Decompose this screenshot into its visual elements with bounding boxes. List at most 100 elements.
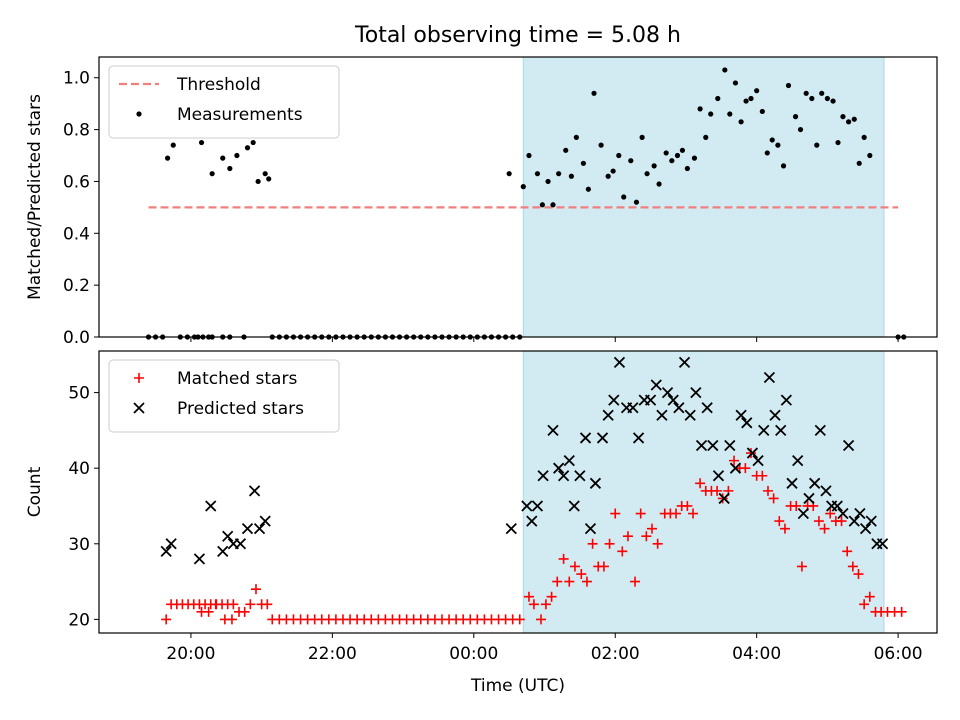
- matched-star-point: [564, 576, 575, 587]
- x-tick-label: 00:00: [449, 644, 498, 664]
- predicted-star-point: [684, 409, 696, 421]
- predicted-star-point: [848, 515, 860, 527]
- predicted-star-point: [667, 394, 679, 406]
- ratio-panel: 0.0 0.2 0.4 0.6 0.8 1.0 Matched/Predicted star…: [25, 56, 938, 348]
- measurement-point: [674, 152, 681, 159]
- matched-star-point: [239, 606, 250, 617]
- matched-star-point: [652, 538, 663, 549]
- predicted-star-point: [613, 356, 626, 368]
- predicted-star-point: [521, 500, 533, 512]
- matched-star-point: [523, 591, 534, 602]
- measurement-point: [748, 95, 754, 102]
- matched-star-point: [210, 599, 221, 610]
- matched-star-point: [842, 546, 853, 557]
- measurement-point: [754, 88, 760, 94]
- matched-star-point: [528, 599, 539, 610]
- matched-star-point: [717, 493, 728, 504]
- y-tick-label: 40: [68, 459, 90, 479]
- measurement-point: [797, 126, 804, 133]
- predicted-star-point: [531, 500, 544, 512]
- measurement-point: [610, 168, 616, 174]
- predicted-star-point: [876, 538, 889, 550]
- axes-frame: [98, 56, 938, 338]
- predicted-star-point: [842, 439, 855, 452]
- legend-box: [108, 359, 340, 433]
- predicted-star-point: [253, 523, 266, 535]
- measurement-point: [580, 160, 587, 166]
- matched-star-point: [587, 538, 598, 549]
- predicted-star-point: [165, 538, 177, 550]
- matched-star-point: [813, 516, 824, 527]
- y-tick-label: 0.8: [63, 121, 90, 141]
- measurement-point: [856, 160, 862, 166]
- matched-star-point: [712, 485, 723, 496]
- measurement-point: [656, 181, 662, 187]
- measurement-point: [846, 119, 852, 125]
- measurement-point: [743, 98, 749, 104]
- matched-star-point: [604, 538, 615, 549]
- predicted-star-point: [205, 500, 217, 512]
- matched-star-point: [688, 508, 699, 519]
- axes-frame: [98, 350, 938, 634]
- matched-star-point: [896, 606, 907, 617]
- matched-star-point: [245, 599, 256, 610]
- matched-star-point: [630, 576, 641, 587]
- matched-star-point: [576, 569, 587, 580]
- matched-star-point: [535, 614, 546, 625]
- matched-star-point: [581, 576, 592, 587]
- measurement-point: [639, 134, 645, 140]
- observing-span: [522, 350, 885, 634]
- matched-star-point: [647, 523, 658, 534]
- chart-title: Total observing time = 5.08 h: [354, 23, 681, 48]
- predicted-star-point: [608, 394, 620, 406]
- predicted-star-point: [644, 394, 657, 406]
- measurement-point: [824, 95, 830, 102]
- y-axis-label: Count: [25, 466, 45, 517]
- matched-star-point: [671, 508, 682, 519]
- predicted-star-point: [574, 470, 586, 482]
- predicted-star-point: [259, 515, 271, 527]
- predicted-star-point: [547, 424, 559, 437]
- measurement-point: [605, 173, 611, 179]
- y-tick-label: 50: [68, 384, 90, 404]
- measurement-point: [669, 158, 675, 164]
- predicted-star-point: [656, 409, 668, 421]
- legend-predicted-swatch: [133, 402, 145, 414]
- matched-star-point: [552, 576, 563, 587]
- predicted-star-point: [865, 515, 877, 527]
- predicted-star-point: [217, 545, 229, 557]
- predicted-star-point: [769, 409, 781, 421]
- matched-star-point: [740, 463, 751, 474]
- matched-star-point: [262, 599, 273, 610]
- matched-star-point: [768, 493, 779, 504]
- matched-star-point: [641, 531, 652, 542]
- measurement-point: [526, 152, 532, 159]
- matched-star-point: [203, 606, 214, 617]
- predicted-star-point: [234, 538, 247, 550]
- measurement-point: [621, 194, 627, 200]
- count-panel: 20 30 40 50 20:00 22:00 00:00 02:00 04:00 06:00 Co…: [25, 350, 938, 696]
- measurement-point: [573, 134, 579, 140]
- predicted-star-point: [596, 432, 609, 444]
- measurement-point: [708, 111, 714, 117]
- legend-measurement-swatch: [136, 111, 142, 117]
- legend: Threshold Measurements: [108, 65, 340, 139]
- measurement-point: [262, 171, 268, 177]
- measurement-point: [227, 165, 233, 172]
- measurement-point: [840, 114, 846, 120]
- legend-label: Measurements: [177, 105, 303, 125]
- measurement-point: [819, 90, 825, 96]
- matched-star-point: [757, 470, 768, 481]
- predicted-star-point: [627, 402, 639, 414]
- matched-star-point: [617, 546, 628, 557]
- x-tick-label: 02:00: [591, 644, 640, 664]
- measurement-point: [556, 171, 562, 177]
- predicted-star-point: [661, 386, 674, 399]
- predicted-star-point: [780, 394, 793, 406]
- matched-star-point: [161, 614, 172, 625]
- matched-star-point: [610, 508, 621, 519]
- matched-star-point: [540, 599, 551, 610]
- predicted-star-point: [792, 454, 804, 467]
- matched-star-point: [819, 523, 830, 534]
